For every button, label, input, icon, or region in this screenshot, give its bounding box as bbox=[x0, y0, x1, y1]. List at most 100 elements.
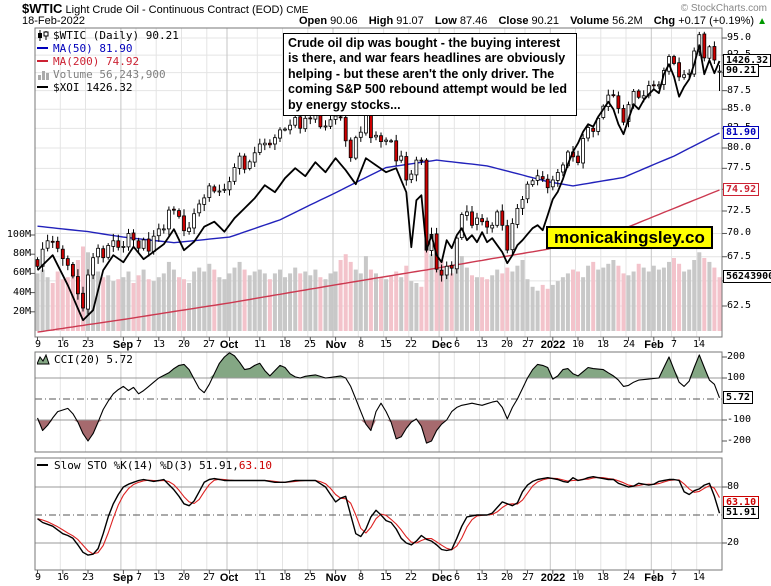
x-axis-label: 15 bbox=[379, 572, 393, 583]
cci-panel-label: CCI(20) 5.72 bbox=[37, 353, 133, 366]
x-axis-label: Oct bbox=[219, 572, 239, 584]
x-axis-label: 7 bbox=[135, 572, 143, 583]
x-axis-label: 13 bbox=[152, 572, 166, 583]
legend-price-text: $WTIC (Daily) 90.21 bbox=[53, 29, 179, 42]
high-value: 91.07 bbox=[396, 15, 424, 27]
annotation-box: Crude oil dip was bought - the buying in… bbox=[283, 33, 577, 117]
x-axis-label: 24 bbox=[622, 339, 636, 350]
open-value: 90.06 bbox=[330, 15, 358, 27]
price-axis-tick-label: 70.0 bbox=[727, 227, 752, 238]
sto-k-value: 51.91 bbox=[199, 459, 233, 472]
x-axis-label: 9 bbox=[34, 572, 42, 583]
sto-axis-tick-label: 80 bbox=[727, 481, 740, 492]
x-axis-label: 24 bbox=[622, 572, 636, 583]
x-axis-label: 18 bbox=[278, 572, 292, 583]
price-tag: 56243900 bbox=[723, 270, 771, 283]
x-axis-label: 11 bbox=[253, 339, 267, 350]
cci-axis-tick-label: -100 bbox=[727, 414, 752, 425]
price-tag: 81.90 bbox=[723, 126, 760, 139]
x-axis-label: 20 bbox=[177, 572, 191, 583]
x-axis-label: 14 bbox=[692, 572, 706, 583]
legend-row-xoi: $XOI 1426.32 bbox=[37, 81, 179, 94]
price-tag: 74.92 bbox=[723, 183, 760, 196]
x-axis-label: 27 bbox=[521, 339, 535, 350]
cci-axis-tick-label: 200 bbox=[727, 351, 746, 362]
volume-axis-tick-label: 60M bbox=[12, 267, 31, 278]
x-axis-label: 16 bbox=[56, 572, 70, 583]
up-arrow-icon: ▲ bbox=[757, 16, 767, 27]
x-axis-label: 7 bbox=[670, 339, 678, 350]
sto-separator: , bbox=[232, 459, 239, 472]
x-axis-label: Oct bbox=[219, 339, 239, 351]
sto-name: Slow STO %K(14) %D(3) bbox=[54, 459, 194, 472]
symbol: $WTIC bbox=[22, 1, 63, 16]
x-axis-label: 22 bbox=[404, 339, 418, 350]
x-axis-label: Sep bbox=[112, 572, 134, 584]
x-axis-label: 18 bbox=[278, 339, 292, 350]
x-axis-label: 15 bbox=[379, 339, 393, 350]
price-axis-tick-label: 72.5 bbox=[727, 205, 752, 216]
price-axis-tick-label: 85.0 bbox=[727, 103, 752, 114]
x-axis-label: Feb bbox=[644, 572, 664, 584]
price-axis-tick-label: 80.0 bbox=[727, 142, 752, 153]
x-axis-label: 14 bbox=[692, 339, 706, 350]
volume-value: 56.2M bbox=[612, 15, 643, 27]
low-label: Low bbox=[434, 15, 457, 27]
legend-ma50-text: MA(50) 81.90 bbox=[53, 42, 133, 55]
cci-axis-tick-label: -200 bbox=[727, 435, 752, 446]
exchange: CME bbox=[286, 5, 309, 16]
chg-label: Chg bbox=[653, 15, 676, 27]
legend-row-ma50: MA(50) 81.90 bbox=[37, 42, 179, 55]
close-value: 90.21 bbox=[531, 15, 560, 27]
sto-axis-tick-label: 20 bbox=[727, 537, 740, 548]
x-axis-label: 8 bbox=[357, 572, 365, 583]
x-axis-label: 11 bbox=[253, 572, 267, 583]
x-axis-label: 27 bbox=[521, 572, 535, 583]
x-axis-label: 25 bbox=[303, 572, 317, 583]
volume-axis-tick-label: 20M bbox=[12, 306, 31, 317]
price-tag: 5.72 bbox=[723, 391, 754, 404]
legend-row-price: $WTIC (Daily) 90.21 bbox=[37, 29, 179, 42]
quote-date: 18-Feb-2022 bbox=[22, 15, 85, 27]
chart-title: Light Crude Oil - Continuous Contract (E… bbox=[65, 4, 284, 16]
ma200-line-icon bbox=[37, 56, 51, 67]
legend-ma200-text: MA(200) 74.92 bbox=[53, 55, 140, 68]
cci-value: 5.72 bbox=[106, 353, 133, 366]
price-axis-tick-label: 77.5 bbox=[727, 162, 752, 173]
x-axis-label: 25 bbox=[303, 339, 317, 350]
x-axis-label: 20 bbox=[500, 572, 514, 583]
stockcharts-credit: © StockCharts.com bbox=[680, 3, 767, 14]
x-axis-label: 7 bbox=[135, 339, 143, 350]
x-axis-label: 18 bbox=[596, 339, 610, 350]
x-axis-label: 22 bbox=[404, 572, 418, 583]
watermark: monicakingsley.co bbox=[546, 226, 713, 249]
price-axis-tick-label: 95.0 bbox=[727, 32, 752, 43]
x-axis-label: 23 bbox=[81, 339, 95, 350]
volume-axis-tick-label: 100M bbox=[6, 229, 31, 240]
open-label: Open bbox=[298, 15, 328, 27]
price-axis-tick-label: 62.5 bbox=[727, 300, 752, 311]
x-axis-label: 27 bbox=[202, 572, 216, 583]
sto-line-icon bbox=[37, 460, 51, 471]
cci-axis-tick-label: 100 bbox=[727, 372, 746, 383]
x-axis-label: 13 bbox=[475, 339, 489, 350]
cci-name: CCI(20) bbox=[54, 353, 101, 366]
quote-row: Open 90.06 High 91.07 Low 87.46 Close 90… bbox=[291, 15, 767, 27]
x-axis-label: 7 bbox=[670, 572, 678, 583]
legend: $WTIC (Daily) 90.21 MA(50) 81.90 MA(200)… bbox=[37, 29, 179, 94]
x-axis-label: 20 bbox=[177, 339, 191, 350]
volume-axis-tick-label: 80M bbox=[12, 248, 31, 259]
x-axis-label: 23 bbox=[81, 572, 95, 583]
x-axis-label: Feb bbox=[644, 339, 664, 351]
chart-header: $WTIC Light Crude Oil - Continuous Contr… bbox=[22, 1, 308, 16]
cci-area-icon bbox=[37, 354, 51, 365]
price-tag: 51.91 bbox=[723, 506, 760, 519]
x-axis-label: 6 bbox=[453, 339, 461, 350]
sto-d-value: 63.10 bbox=[238, 459, 272, 472]
low-value: 87.46 bbox=[459, 15, 488, 27]
close-label: Close bbox=[498, 15, 529, 27]
legend-row-volume: Volume 56,243,900 bbox=[37, 68, 179, 81]
x-axis-label: Sep bbox=[112, 339, 134, 351]
